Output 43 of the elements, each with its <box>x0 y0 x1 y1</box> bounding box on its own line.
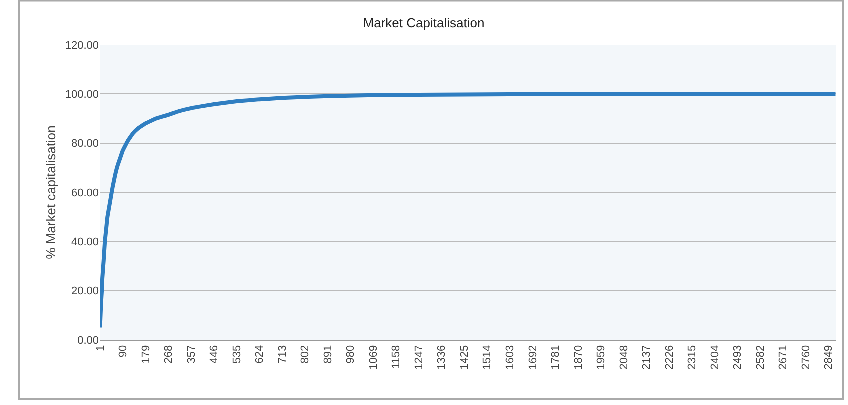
x-tick-label: 179 <box>140 345 152 364</box>
y-tick-label: 80.00 <box>71 138 99 150</box>
x-tick-label: 1514 <box>482 345 494 370</box>
x-tick-label: 1069 <box>368 345 380 370</box>
x-tick-label: 2849 <box>823 345 836 370</box>
y-tick-label: 60.00 <box>71 187 99 200</box>
x-tick-label: 2226 <box>664 345 676 370</box>
x-tick-label: 357 <box>186 345 198 364</box>
x-tick-label: 2493 <box>732 345 744 370</box>
x-tick-label: 1336 <box>436 345 448 370</box>
x-tick-label: 1425 <box>458 345 471 370</box>
x-tick-label: 535 <box>231 345 244 364</box>
x-tick-label: 1603 <box>504 345 517 370</box>
x-tick-label: 1247 <box>413 345 426 370</box>
x-tick-label: 2137 <box>641 345 654 370</box>
x-tick-label: 2315 <box>686 345 699 370</box>
x-tick-label: 713 <box>276 345 289 364</box>
x-tick-label: 446 <box>208 345 221 364</box>
y-tick-label: 0.00 <box>78 334 99 347</box>
x-tick-label: 1 <box>94 345 107 352</box>
line-series <box>100 92 836 330</box>
x-tick-label: 2760 <box>800 345 812 370</box>
x-tick-label: 624 <box>254 345 266 364</box>
x-tick-label: 1959 <box>596 345 608 370</box>
x-tick-label: 2671 <box>778 345 790 370</box>
x-tick-label: 891 <box>322 345 334 364</box>
x-tick-label: 980 <box>345 345 358 364</box>
x-tick-label: 1870 <box>572 345 585 370</box>
x-tick-label: 1781 <box>550 345 562 370</box>
y-tick-label: 20.00 <box>71 286 99 298</box>
y-tick-label: 100.00 <box>65 89 99 102</box>
x-tick-label: 2048 <box>618 345 630 370</box>
x-tick-label: 2582 <box>754 345 767 370</box>
x-tick-label: 2404 <box>709 345 722 370</box>
chart-title: Market Capitalisation <box>363 15 485 30</box>
x-tick-label: 1158 <box>390 345 403 370</box>
y-axis-title: % Market capitalisation <box>43 126 58 260</box>
y-tick-label: 40.00 <box>71 236 99 249</box>
x-tick-label: 1692 <box>527 345 540 370</box>
x-tick-label: 268 <box>163 345 176 364</box>
x-tick-label: 802 <box>300 345 312 364</box>
y-tick-label: 120.00 <box>65 40 99 52</box>
x-tick-label: 90 <box>118 345 130 358</box>
